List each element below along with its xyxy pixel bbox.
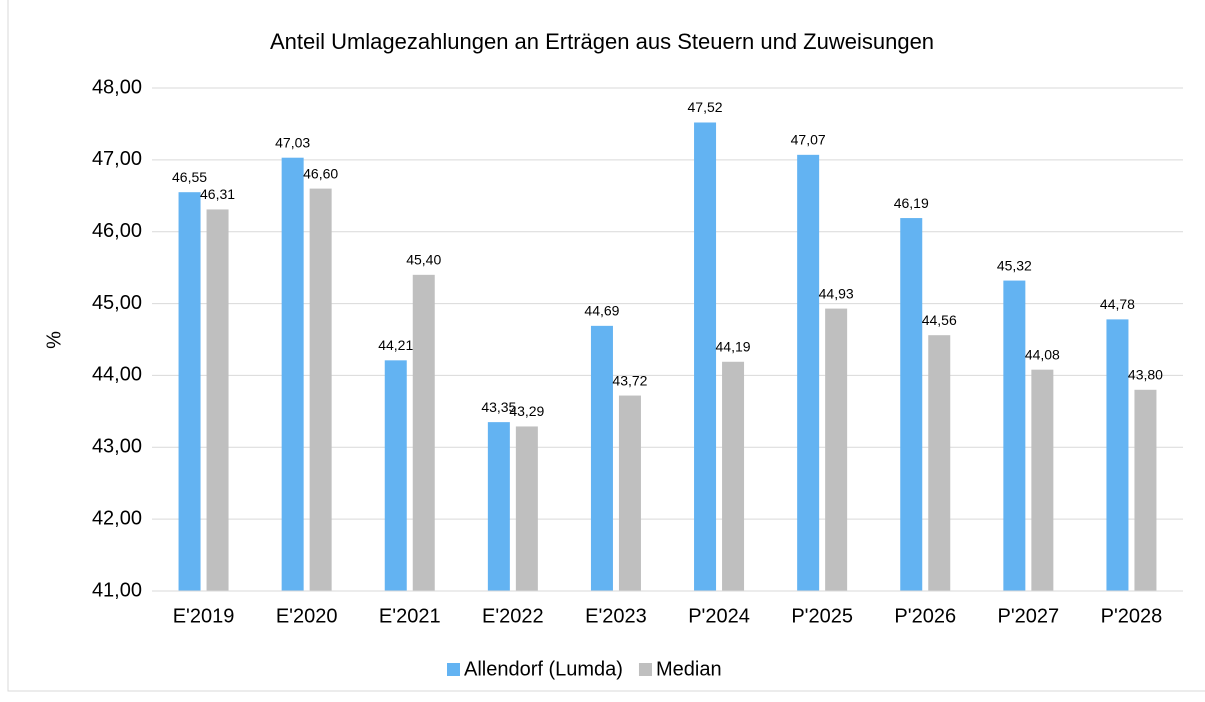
y-tick-label: 42,00 (92, 507, 142, 529)
x-tick-label: P'2027 (998, 605, 1060, 627)
bar (178, 192, 201, 591)
x-tick-label: P'2025 (791, 605, 853, 627)
bar (1106, 319, 1129, 591)
value-label: 44,56 (922, 312, 957, 328)
legend-label: Median (656, 658, 722, 680)
value-label: 44,78 (1100, 296, 1135, 312)
bar (797, 154, 820, 591)
value-label: 43,35 (481, 399, 516, 415)
x-tick-label: E'2019 (173, 605, 235, 627)
y-tick-label: 41,00 (92, 579, 142, 601)
bar (1134, 389, 1157, 591)
bar (928, 335, 951, 591)
value-label: 44,21 (378, 337, 413, 353)
bar (384, 360, 407, 591)
value-label: 46,60 (303, 165, 338, 181)
x-tick-label: P'2024 (688, 605, 750, 627)
bar (309, 188, 332, 591)
legend-swatch (447, 663, 460, 676)
x-tick-label: P'2026 (894, 605, 956, 627)
value-label: 46,55 (172, 169, 207, 185)
y-tick-label: 45,00 (92, 292, 142, 314)
value-label: 46,19 (894, 195, 929, 211)
legend-label: Allendorf (Lumda) (464, 658, 623, 680)
value-label: 47,03 (275, 134, 310, 150)
y-tick-label: 44,00 (92, 364, 142, 386)
y-tick-label: 48,00 (92, 76, 142, 98)
value-label: 44,93 (819, 285, 854, 301)
value-label: 44,19 (716, 338, 751, 354)
bar (900, 218, 923, 591)
x-tick-label: P'2028 (1101, 605, 1163, 627)
bar (487, 422, 510, 591)
value-label: 47,07 (791, 132, 826, 148)
chart-title: Anteil Umlagezahlungen an Erträgen aus S… (270, 29, 934, 54)
value-label: 43,80 (1128, 367, 1163, 383)
y-tick-label: 47,00 (92, 148, 142, 170)
x-tick-label: E'2021 (379, 605, 441, 627)
value-label: 44,69 (584, 303, 619, 319)
value-label: 43,29 (509, 403, 544, 419)
bar (206, 209, 229, 591)
value-label: 43,72 (612, 372, 647, 388)
bar (515, 426, 538, 591)
bar (590, 325, 613, 591)
bar (825, 308, 848, 591)
value-label: 45,40 (406, 252, 441, 268)
x-tick-label: E'2023 (585, 605, 647, 627)
value-label: 46,31 (200, 186, 235, 202)
chart-frame (7, 0, 1205, 692)
y-tick-label: 43,00 (92, 436, 142, 458)
legend-swatch (638, 663, 652, 676)
x-tick-label: E'2022 (482, 605, 544, 627)
bar (412, 274, 435, 591)
y-tick-label: 46,00 (92, 220, 142, 242)
bar (618, 395, 641, 591)
value-label: 45,32 (997, 257, 1032, 273)
bar (694, 122, 717, 592)
bar (1031, 369, 1054, 591)
bar (722, 361, 745, 591)
bar (1003, 280, 1026, 591)
value-label: 44,08 (1025, 346, 1060, 362)
x-tick-label: E'2020 (276, 605, 338, 627)
bar (281, 157, 304, 592)
y-axis-label: % (43, 331, 65, 349)
value-label: 47,52 (688, 99, 723, 115)
